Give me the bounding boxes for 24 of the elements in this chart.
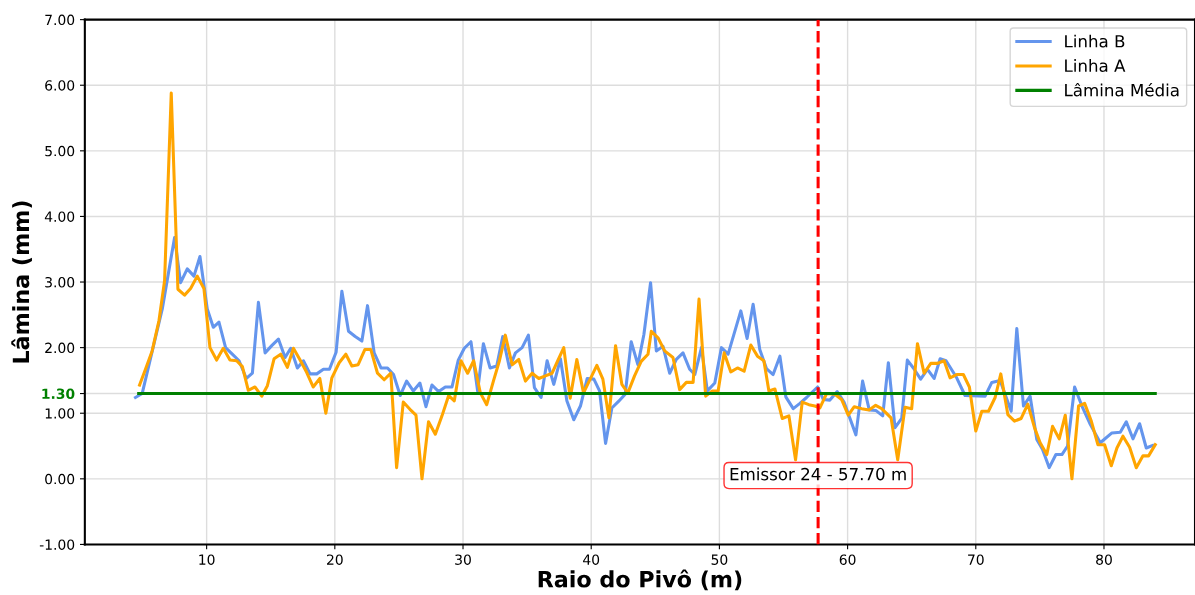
- x-axis-title: Raio do Pivô (m): [538, 569, 742, 591]
- legend-label: Linha A: [1065, 59, 1126, 72]
- x-tick-label: 50: [711, 554, 728, 565]
- annotation: Emissor 24 - 57.70 m: [730, 467, 906, 481]
- y-tick-label: 5.00: [45, 145, 75, 157]
- x-tick-label: 70: [968, 554, 984, 565]
- x-tick-label: 60: [839, 554, 856, 565]
- y-tick-label: 2.00: [45, 342, 75, 354]
- x-tick-label: 20: [327, 554, 343, 565]
- x-tick-label: 10: [199, 554, 215, 565]
- x-tick-label: 30: [455, 554, 471, 565]
- legend-label: Lâmina Média: [1065, 82, 1179, 97]
- y-tick-label: -1.00: [39, 539, 75, 550]
- y-tick-label: 1.00: [45, 408, 75, 419]
- y-tick-label: 1.30: [42, 388, 75, 400]
- legend-label: Linha B: [1065, 34, 1125, 48]
- x-tick-label: 80: [1096, 554, 1112, 565]
- y-axis-title: Lâmina (mm): [11, 201, 32, 363]
- y-tick-label: 7.00: [45, 14, 75, 26]
- x-tick-label: 40: [583, 554, 600, 565]
- y-tick-label: 4.00: [44, 211, 75, 222]
- y-tick-label: 6.00: [45, 80, 75, 91]
- y-tick-label: 3.00: [45, 277, 75, 288]
- y-tick-label: 0.00: [45, 473, 75, 485]
